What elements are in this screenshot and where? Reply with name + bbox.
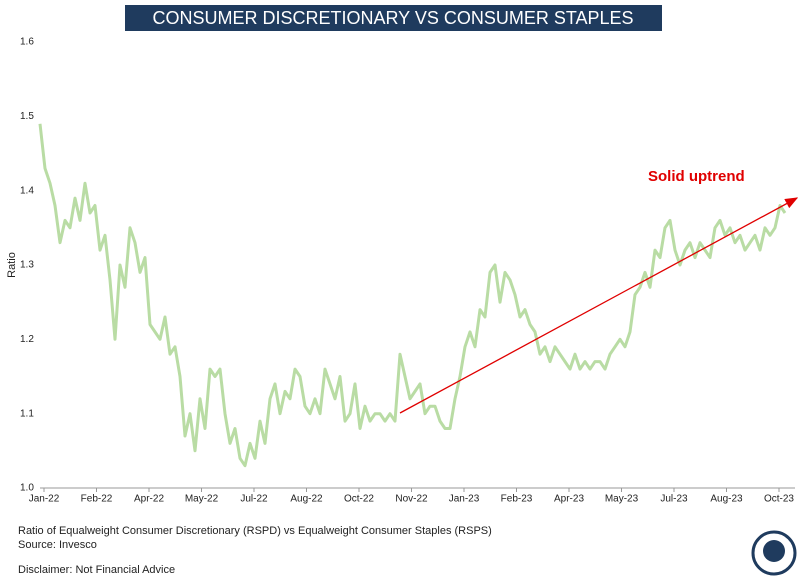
y-tick-label: 1.2 bbox=[20, 334, 34, 345]
trend-arrow bbox=[399, 197, 799, 414]
x-tick-label: Jan-22 bbox=[29, 494, 60, 505]
x-tick-label: Oct-22 bbox=[344, 494, 374, 505]
y-tick-label: 1.3 bbox=[20, 260, 34, 271]
ratio-line bbox=[38, 123, 787, 468]
disclaimer: Disclaimer: Not Financial Advice bbox=[18, 564, 175, 576]
annotation: Solid uptrend bbox=[648, 168, 745, 185]
x-tick-label: Jul-23 bbox=[660, 494, 688, 505]
x-tick-label: Feb-22 bbox=[81, 494, 113, 505]
y-tick-label: 1.0 bbox=[20, 483, 34, 494]
x-tick-label: Jul-22 bbox=[240, 494, 268, 505]
y-axis-label: Ratio bbox=[6, 252, 18, 278]
chart-title: CONSUMER DISCRETIONARY VS CONSUMER STAPL… bbox=[152, 8, 633, 28]
x-tick-label: Nov-22 bbox=[395, 494, 428, 505]
title-box bbox=[125, 5, 662, 31]
x-tick-label: Oct-23 bbox=[764, 494, 794, 505]
x-tick-label: Apr-22 bbox=[134, 494, 164, 505]
y-tick-label: 1.4 bbox=[20, 185, 34, 196]
logo-center bbox=[763, 540, 785, 562]
plot-area: 1.0 1.1 1.2 1.3 1.4 1.5 1.6 Jan-22 Feb-22 Apr-22 M… bbox=[20, 37, 795, 505]
x-tick-label: Jan-23 bbox=[449, 494, 480, 505]
x-tick-label: Feb-23 bbox=[501, 494, 533, 505]
logo bbox=[751, 530, 797, 576]
y-tick-label: 1.5 bbox=[20, 111, 34, 122]
source: Source: Invesco bbox=[18, 539, 97, 551]
y-tick-label: 1.1 bbox=[20, 408, 34, 419]
x-tick-label: Aug-22 bbox=[290, 494, 323, 505]
x-tick-label: Apr-23 bbox=[554, 494, 584, 505]
y-tick-label: 1.6 bbox=[20, 37, 34, 48]
x-tick-label: May-23 bbox=[605, 494, 639, 505]
x-tick-label: May-22 bbox=[185, 494, 219, 505]
x-tick-label: Aug-23 bbox=[710, 494, 743, 505]
footnote: Ratio of Equalweight Consumer Discretion… bbox=[18, 525, 492, 537]
